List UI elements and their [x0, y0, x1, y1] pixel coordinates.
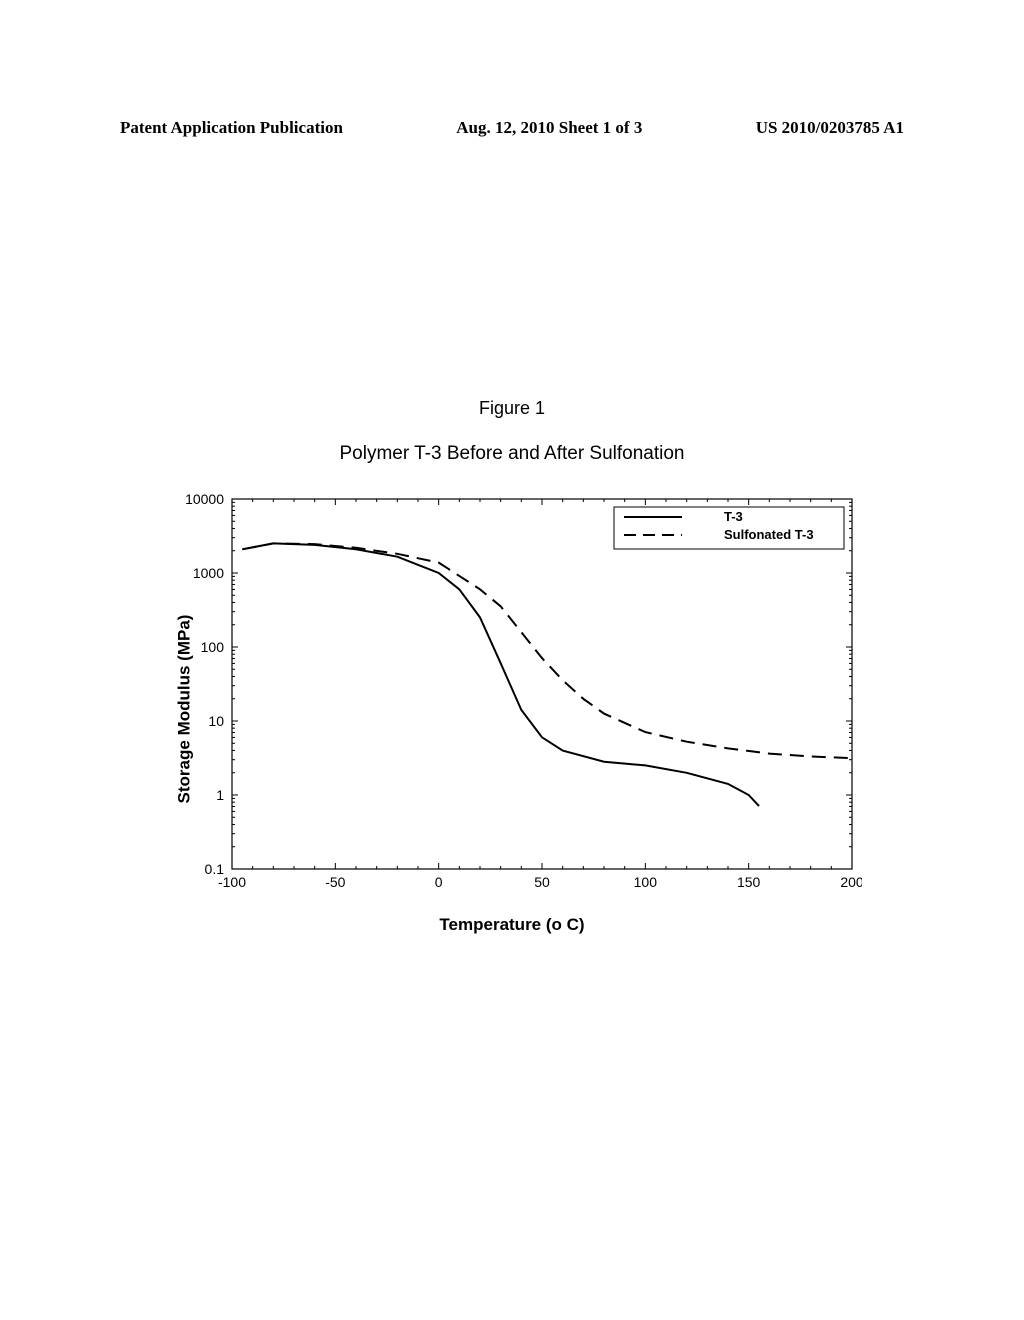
y-axis-label: Storage Modulus (MPa) [174, 615, 194, 804]
figure-label: Figure 1 [120, 398, 904, 419]
header-publication: Patent Application Publication [120, 118, 343, 138]
svg-text:1: 1 [216, 787, 224, 803]
svg-text:1000: 1000 [193, 565, 224, 581]
svg-text:50: 50 [534, 874, 550, 890]
chart-title: Polymer T-3 Before and After Sulfonation [120, 443, 904, 465]
svg-text:0.1: 0.1 [205, 861, 225, 877]
svg-text:150: 150 [737, 874, 761, 890]
page-header: Patent Application Publication Aug. 12, … [120, 118, 904, 138]
svg-text:100: 100 [634, 874, 658, 890]
svg-text:10: 10 [208, 713, 224, 729]
chart-svg: -100-500501001502000.1110100100010000T-3… [162, 489, 862, 909]
svg-text:0: 0 [435, 874, 443, 890]
svg-text:100: 100 [201, 639, 225, 655]
chart-container: Storage Modulus (MPa) -100-5005010015020… [162, 489, 862, 909]
header-pub-number: US 2010/0203785 A1 [756, 118, 904, 138]
svg-text:Sulfonated T-3: Sulfonated T-3 [724, 527, 814, 542]
x-axis-label: Temperature (o C) [162, 915, 862, 935]
svg-text:-50: -50 [325, 874, 345, 890]
svg-text:200: 200 [840, 874, 862, 890]
svg-text:T-3: T-3 [724, 509, 743, 524]
header-date-sheet: Aug. 12, 2010 Sheet 1 of 3 [456, 118, 642, 138]
svg-text:10000: 10000 [185, 491, 224, 507]
